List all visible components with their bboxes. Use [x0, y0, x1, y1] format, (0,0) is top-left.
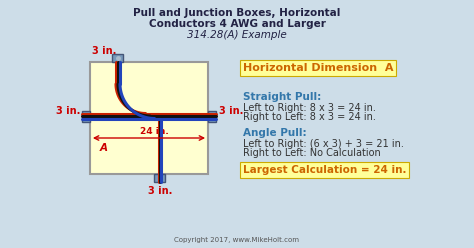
- Text: Angle Pull:: Angle Pull:: [243, 128, 307, 138]
- Text: Conductors 4 AWG and Larger: Conductors 4 AWG and Larger: [148, 19, 326, 29]
- Text: 3 in.: 3 in.: [91, 46, 116, 56]
- Text: Left to Right: (6 x 3) + 3 = 21 in.: Left to Right: (6 x 3) + 3 = 21 in.: [243, 139, 404, 149]
- Text: 3 in.: 3 in.: [219, 106, 243, 116]
- Text: 24 in.: 24 in.: [140, 127, 168, 136]
- Text: Left to Right: 8 x 3 = 24 in.: Left to Right: 8 x 3 = 24 in.: [243, 103, 376, 113]
- Text: 314.28(A) Example: 314.28(A) Example: [187, 30, 287, 40]
- Text: Right to Left: No Calculation: Right to Left: No Calculation: [243, 148, 381, 158]
- Bar: [82, 111, 90, 122]
- Bar: [90, 62, 208, 174]
- Text: Largest Calculation = 24 in.: Largest Calculation = 24 in.: [243, 165, 407, 175]
- Bar: [208, 111, 216, 122]
- Text: A: A: [100, 143, 108, 153]
- Text: Copyright 2017, www.MikeHolt.com: Copyright 2017, www.MikeHolt.com: [174, 237, 300, 243]
- Bar: [112, 54, 124, 62]
- Text: Straight Pull:: Straight Pull:: [243, 92, 321, 102]
- Text: Right to Left: 8 x 3 = 24 in.: Right to Left: 8 x 3 = 24 in.: [243, 112, 376, 122]
- Text: Horizontal Dimension  A: Horizontal Dimension A: [243, 63, 393, 73]
- Bar: [155, 174, 165, 182]
- Text: 3 in.: 3 in.: [148, 186, 172, 196]
- Text: Pull and Junction Boxes, Horizontal: Pull and Junction Boxes, Horizontal: [133, 8, 341, 18]
- Text: 3 in.: 3 in.: [55, 106, 80, 116]
